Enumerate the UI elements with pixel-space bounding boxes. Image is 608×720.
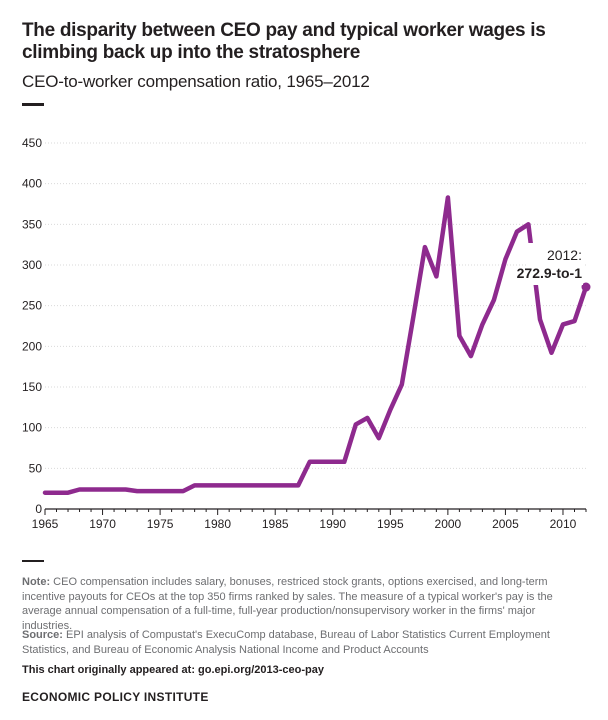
y-tick-label: 0: [35, 502, 42, 516]
x-tick-label: 1985: [262, 517, 289, 530]
x-tick-label: 1980: [204, 517, 231, 530]
origin-link-text: This chart originally appeared at: go.ep…: [22, 664, 324, 676]
y-tick-label: 100: [22, 421, 42, 435]
y-tick-label: 450: [22, 136, 42, 150]
y-tick-label: 350: [22, 217, 42, 231]
chart-title: The disparity between CEO pay and typica…: [22, 20, 546, 63]
end-annotation: 2012: 272.9-to-1: [517, 243, 583, 285]
y-tick-label: 300: [22, 258, 42, 272]
x-tick-label: 1990: [319, 517, 346, 530]
line-chart: 0 50 100 150 200 250 300 350 400 450 1965 1970 1975…: [22, 136, 591, 530]
y-tick-label: 200: [22, 339, 42, 353]
y-tick-label: 150: [22, 380, 42, 394]
series-line: [42, 195, 589, 495]
source-body: EPI analysis of Compustat's ExecuComp da…: [22, 629, 550, 656]
note-body: CEO compensation includes salary, bonuse…: [22, 576, 553, 632]
note-text: Note: CEO compensation includes salary, …: [22, 575, 588, 633]
footer-rule: [22, 560, 44, 562]
series-ceo-worker-ratio: [42, 195, 591, 495]
x-axis-ticks: 1965 1970 1975 1980 1985 1990 1995 2000 2005 2010: [32, 509, 587, 530]
annotation-background: [527, 243, 583, 285]
endpoint-marker: [581, 282, 591, 292]
x-tick-label: 1995: [377, 517, 404, 530]
x-tick-label: 1970: [89, 517, 116, 530]
y-tick-label: 250: [22, 299, 42, 313]
annotation-year: 2012:: [547, 247, 582, 263]
y-axis-ticks: 0 50 100 150 200 250 300 350 400 450: [22, 136, 42, 516]
note-label: Note:: [22, 576, 51, 588]
grid-lines: [45, 142, 586, 469]
source-label: Source:: [22, 629, 63, 641]
y-tick-label: 50: [29, 461, 43, 475]
x-tick-label: 2005: [492, 517, 519, 530]
title-rule: [22, 103, 44, 106]
chart-subtitle: CEO-to-worker compensation ratio, 1965–2…: [22, 72, 370, 91]
source-text: Source: EPI analysis of Compustat's Exec…: [22, 628, 588, 657]
x-tick-label: 2010: [550, 517, 577, 530]
y-tick-label: 400: [22, 177, 42, 191]
x-tick-label: 1965: [32, 517, 59, 530]
organization-name: ECONOMIC POLICY INSTITUTE: [22, 690, 209, 704]
annotation-value: 272.9-to-1: [517, 265, 583, 281]
x-tick-label: 1975: [147, 517, 174, 530]
x-tick-label: 2000: [435, 517, 462, 530]
